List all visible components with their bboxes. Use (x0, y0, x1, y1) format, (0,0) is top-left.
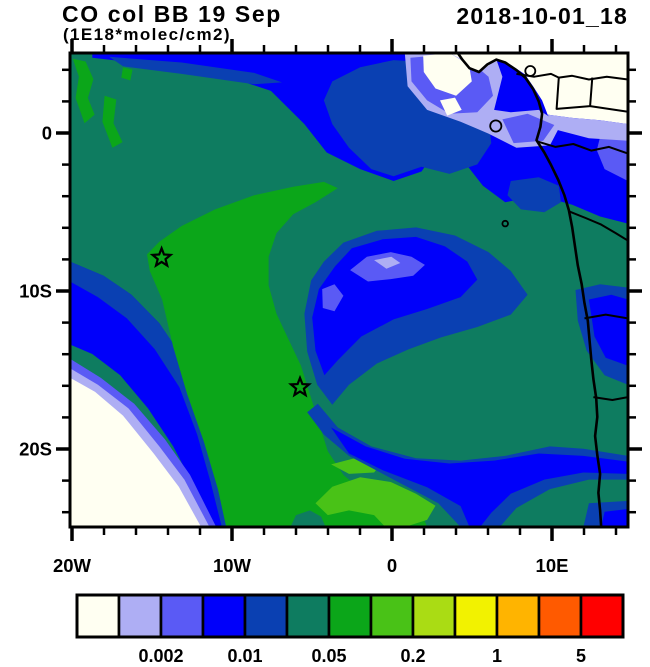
lake-outline-1 (489, 119, 503, 133)
border-path-5 (584, 313, 628, 320)
region-bottom-teal-notch (290, 510, 326, 527)
coastline (456, 53, 603, 527)
region-eye-lavender-b (322, 284, 344, 312)
lon-tick-label: 10W (213, 555, 252, 576)
lake-outline-2 (501, 219, 509, 228)
plot-units-subtitle: (1E18*molec/cm2) (63, 25, 231, 44)
region-sw-white-corner (70, 377, 202, 527)
colorbar-cell-2 (159, 593, 205, 639)
region-ne-white-b (440, 97, 462, 116)
lat-tick-label: 0 (42, 123, 52, 144)
colorbar-cell-11 (537, 593, 583, 639)
border-path-1 (555, 77, 594, 110)
region-coast-col-blue (588, 294, 628, 366)
axis-labels: 20W 10W 0 10E 0 10S 20S (19, 123, 568, 577)
border-path-3 (536, 140, 628, 155)
colorbar-cell-10 (495, 593, 541, 639)
colorbar (75, 593, 625, 639)
region-land-lavender-band (547, 114, 628, 141)
colorbar-tick-label: 1 (492, 646, 502, 666)
africa-coastline-path (456, 53, 603, 527)
lakes (489, 65, 537, 228)
colorbar-cell-12 (579, 593, 625, 639)
colorbar-labels: 0.002 0.01 0.05 0.2 1 5 (138, 646, 586, 666)
region-green-patch-nw-3 (121, 67, 133, 81)
colorbar-cell-8 (411, 593, 457, 639)
colorbar-cell-1 (117, 593, 163, 639)
colorbar-cell-5 (285, 593, 331, 639)
star-marker-1 (149, 245, 174, 268)
plot-timestamp: 2018-10-01_18 (456, 3, 628, 29)
region-inland-darkblue-blob (507, 177, 561, 213)
colorbar-frame (75, 593, 625, 639)
colorbar-cell-6 (327, 593, 373, 639)
lon-tick-label: 20W (53, 555, 92, 576)
plot-title: CO col BB 19 Sep (62, 1, 282, 27)
border-path-6 (593, 396, 628, 401)
region-ne-lavender-c (596, 127, 628, 181)
colorbar-cell-4 (243, 593, 289, 639)
lon-tick-label: 10E (536, 555, 569, 576)
map-regions (70, 53, 628, 527)
star-marker-2 (288, 374, 312, 398)
colorbar-tick-label: 0.002 (138, 646, 183, 666)
region-sw-diag-blue (70, 261, 235, 527)
region-lightgreen-streak-a (315, 477, 436, 527)
colorbar-cell-3 (201, 593, 247, 639)
region-eye-lavender-light (374, 256, 401, 269)
lat-tick-label: 10S (19, 281, 52, 302)
border-path-4 (568, 210, 628, 242)
colorbar-tick-label: 0.01 (227, 646, 262, 666)
border-path-2 (589, 105, 628, 113)
colorbar-tick-label: 5 (576, 646, 586, 666)
region-green-patch-nw-1 (72, 58, 95, 124)
colorbar-tick-label: 0.05 (311, 646, 346, 666)
region-green-patch-nw-2 (102, 95, 123, 148)
region-top-darkblue-sliver (109, 56, 282, 85)
border-path-0 (516, 72, 628, 81)
colorbar-cell-9 (453, 593, 499, 639)
colorbar-cell-0 (75, 593, 121, 639)
region-se-band-blue (331, 427, 628, 527)
region-green-swath (147, 181, 428, 527)
country-borders (516, 72, 628, 401)
lat-tick-label: 20S (19, 439, 52, 460)
lake-outline-0 (524, 65, 537, 77)
colorbar-tick-label: 0.2 (400, 646, 425, 666)
colorbar-cell-7 (369, 593, 415, 639)
star-markers (149, 245, 312, 398)
region-se-corner-blue (601, 509, 628, 527)
axis-ticks (56, 39, 642, 541)
lon-tick-label: 0 (387, 555, 397, 576)
region-ne-white-a (423, 53, 472, 96)
